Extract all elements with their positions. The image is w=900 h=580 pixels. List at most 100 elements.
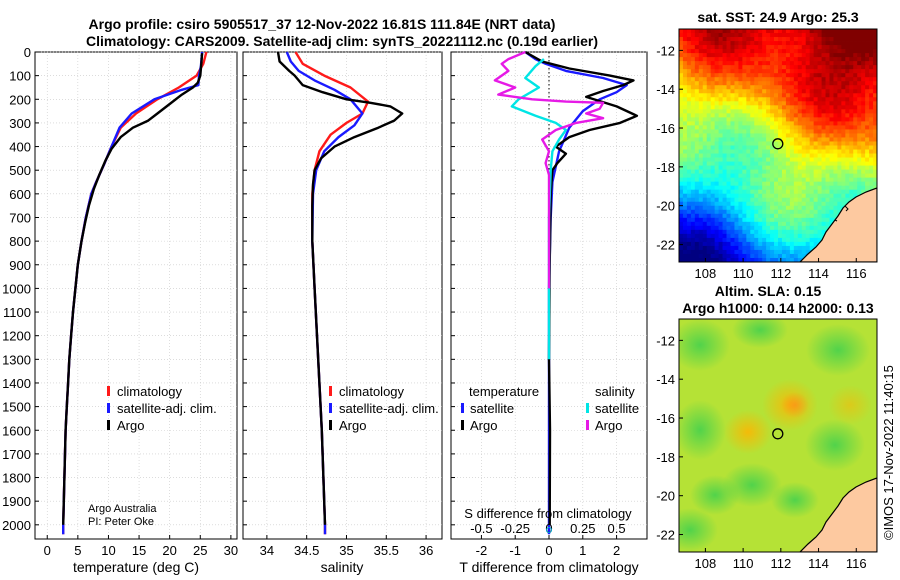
sst-cell bbox=[686, 105, 692, 110]
sst-cell bbox=[754, 113, 759, 118]
sst-cell bbox=[738, 153, 743, 158]
sst-cell bbox=[738, 109, 743, 114]
sst-cell bbox=[817, 197, 822, 203]
sst-cell bbox=[845, 29, 850, 34]
sst-cell bbox=[845, 105, 850, 110]
sst-cell bbox=[722, 81, 727, 86]
sst-cell bbox=[734, 145, 739, 150]
sst-cell bbox=[702, 93, 708, 98]
sst-cell bbox=[805, 41, 811, 46]
sst-cell bbox=[734, 41, 739, 46]
sst-cell bbox=[754, 233, 759, 239]
sst-cell bbox=[730, 197, 735, 203]
sst-cell bbox=[766, 173, 771, 179]
sst-cell bbox=[805, 73, 811, 78]
difference-xlabel-top: S difference from climatology bbox=[464, 506, 632, 521]
sst-cell bbox=[801, 225, 807, 231]
sst-cell bbox=[845, 141, 850, 146]
sst-cell bbox=[746, 257, 751, 262]
sst-cell bbox=[809, 213, 815, 219]
sst-cell bbox=[857, 185, 862, 191]
sst-cell bbox=[774, 233, 779, 239]
sst-cell bbox=[770, 149, 775, 154]
sst-cell bbox=[706, 229, 712, 235]
sst-cell bbox=[706, 165, 712, 171]
sst-cell bbox=[706, 41, 712, 46]
sst-cell bbox=[833, 125, 838, 130]
sst-cell bbox=[690, 169, 696, 175]
sst-cell bbox=[853, 113, 858, 118]
sst-cell bbox=[805, 113, 811, 118]
sst-cell bbox=[686, 29, 692, 34]
map-y-tick-label: -20 bbox=[656, 199, 675, 214]
sst-cell bbox=[849, 149, 854, 154]
sst-cell bbox=[821, 133, 826, 138]
sst-cell bbox=[857, 125, 862, 130]
sst-cell bbox=[754, 109, 759, 114]
y-tick-label: 100 bbox=[9, 69, 31, 84]
sst-cell bbox=[805, 229, 811, 235]
sst-cell bbox=[813, 129, 818, 134]
sst-cell bbox=[686, 141, 692, 146]
sst-cell bbox=[774, 45, 779, 50]
sst-cell bbox=[805, 149, 811, 154]
sst-cell bbox=[865, 169, 870, 175]
sst-cell bbox=[762, 217, 767, 223]
sst-cell bbox=[686, 161, 692, 166]
sst-cell bbox=[869, 53, 874, 58]
sst-cell bbox=[766, 169, 771, 175]
sst-cell bbox=[762, 221, 767, 227]
sst-cell bbox=[785, 229, 791, 235]
sst-cell bbox=[746, 225, 751, 231]
sst-cell bbox=[857, 97, 862, 102]
sst-cell bbox=[730, 257, 735, 262]
sst-cell bbox=[785, 137, 791, 142]
sst-cell bbox=[722, 117, 727, 122]
sst-cell bbox=[789, 165, 795, 171]
sst-cell bbox=[694, 73, 700, 78]
sst-cell bbox=[774, 245, 779, 251]
sst-cell bbox=[726, 77, 731, 82]
sst-cell bbox=[758, 157, 763, 162]
sst-cell bbox=[770, 257, 775, 262]
sst-cell bbox=[837, 197, 842, 203]
sst-cell bbox=[738, 217, 743, 223]
sst-cell bbox=[758, 233, 763, 239]
sst-cell bbox=[754, 89, 759, 94]
sst-cell bbox=[809, 89, 815, 94]
sst-cell bbox=[702, 133, 708, 138]
sst-cell bbox=[813, 33, 818, 38]
sst-cell bbox=[762, 137, 767, 142]
sst-cell bbox=[718, 113, 723, 118]
sst-cell bbox=[758, 45, 763, 50]
sst-cell bbox=[702, 209, 708, 215]
sst-cell bbox=[734, 189, 739, 195]
sst-cell bbox=[809, 33, 815, 38]
sst-cell bbox=[766, 117, 771, 122]
sst-cell bbox=[821, 73, 826, 78]
map-y-tick-label: -22 bbox=[656, 238, 675, 253]
sst-cell bbox=[861, 129, 866, 134]
sst-cell bbox=[845, 165, 850, 171]
sst-cell bbox=[789, 237, 795, 243]
sst-cell bbox=[785, 101, 791, 106]
sst-cell bbox=[797, 213, 803, 219]
sst-cell bbox=[797, 185, 803, 191]
sst-cell bbox=[734, 209, 739, 215]
sst-cell bbox=[714, 201, 719, 207]
sst-cell bbox=[714, 145, 719, 150]
sst-cell bbox=[710, 185, 716, 191]
sst-cell bbox=[785, 113, 791, 118]
sst-cell bbox=[770, 169, 775, 175]
sst-cell bbox=[817, 161, 822, 166]
sst-cell bbox=[781, 221, 787, 227]
sst-cell bbox=[825, 65, 830, 70]
sst-cell bbox=[718, 105, 723, 110]
sst-cell bbox=[714, 81, 719, 86]
sst-cell bbox=[829, 113, 834, 118]
sst-cell bbox=[869, 89, 874, 94]
sst-cell bbox=[734, 117, 739, 122]
sst-cell bbox=[706, 257, 712, 262]
sst-cell bbox=[726, 149, 731, 154]
sst-cell bbox=[770, 53, 775, 58]
